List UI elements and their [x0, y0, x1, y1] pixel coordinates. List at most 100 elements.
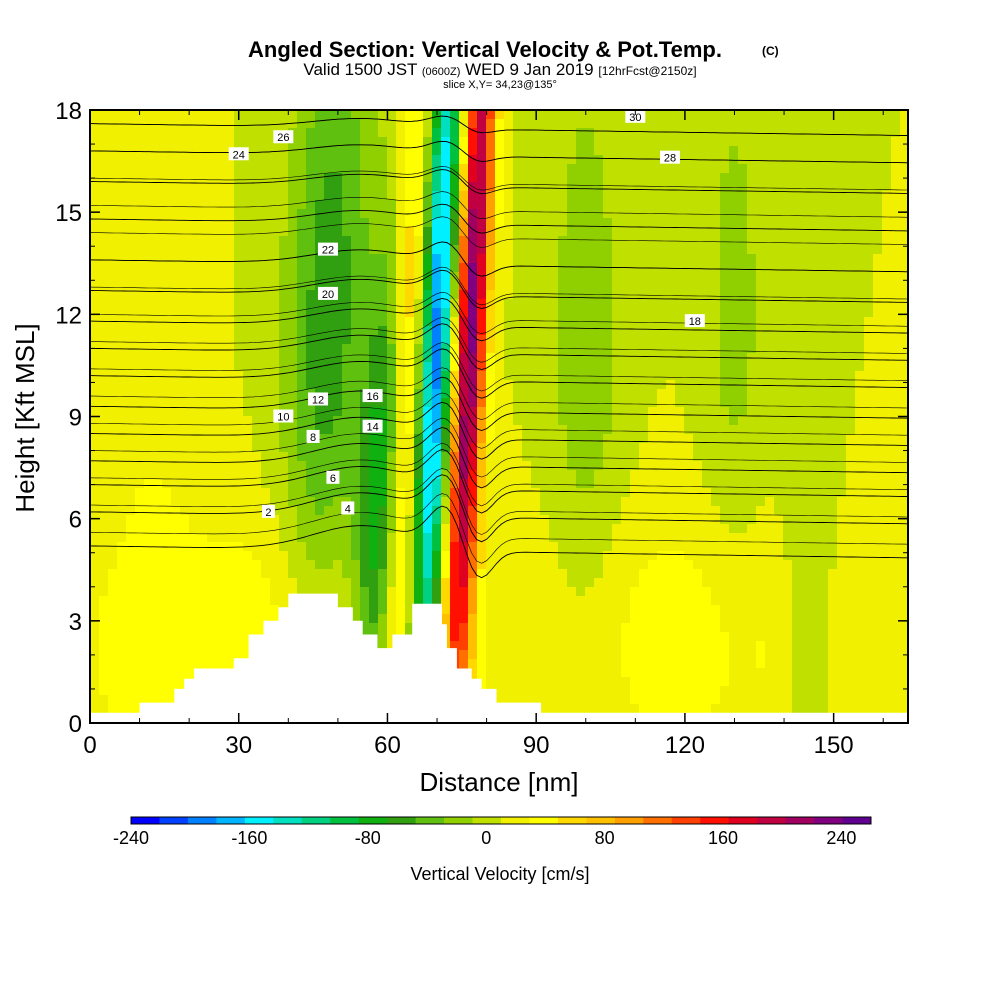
velocity-cell [333, 164, 343, 174]
velocity-cell [225, 317, 235, 327]
velocity-cell [162, 614, 172, 624]
velocity-cell [612, 335, 622, 345]
velocity-cell [504, 263, 514, 273]
velocity-cell [657, 416, 667, 426]
velocity-cell [639, 209, 649, 219]
velocity-cell [504, 533, 514, 543]
velocity-cell [315, 110, 325, 120]
velocity-cell [405, 254, 415, 264]
velocity-cell [108, 587, 118, 597]
velocity-cell [225, 290, 235, 300]
velocity-cell [639, 389, 649, 399]
velocity-cell [459, 524, 469, 534]
velocity-cell [378, 425, 388, 435]
velocity-cell [711, 272, 721, 282]
velocity-cell [540, 632, 550, 642]
velocity-cell [540, 281, 550, 291]
velocity-cell [207, 254, 217, 264]
velocity-cell [351, 542, 361, 552]
velocity-cell [189, 650, 199, 660]
velocity-cell [108, 623, 118, 633]
velocity-cell [648, 245, 658, 255]
velocity-cell [144, 569, 154, 579]
velocity-cell [414, 263, 424, 273]
velocity-cell [126, 623, 136, 633]
velocity-cell [459, 245, 469, 255]
velocity-cell [162, 497, 172, 507]
velocity-cell [135, 335, 145, 345]
velocity-cell [423, 209, 433, 219]
velocity-cell [162, 605, 172, 615]
velocity-cell [99, 587, 109, 597]
velocity-cell [558, 245, 568, 255]
velocity-cell [126, 182, 136, 192]
velocity-cell [216, 479, 226, 489]
velocity-cell [432, 506, 442, 516]
velocity-cell [171, 650, 181, 660]
velocity-cell [522, 416, 532, 426]
velocity-cell [162, 362, 172, 372]
velocity-cell [378, 380, 388, 390]
velocity-cell [414, 209, 424, 219]
velocity-cell [135, 425, 145, 435]
velocity-cell [180, 452, 190, 462]
velocity-cell [612, 677, 622, 687]
velocity-cell [459, 380, 469, 390]
velocity-cell [468, 650, 478, 660]
velocity-cell [342, 110, 352, 120]
velocity-cell [693, 272, 703, 282]
velocity-cell [711, 191, 721, 201]
velocity-cell [225, 371, 235, 381]
velocity-cell [432, 155, 442, 165]
velocity-cell [243, 569, 253, 579]
velocity-cell [135, 326, 145, 336]
velocity-cell [117, 389, 127, 399]
velocity-cell [342, 263, 352, 273]
velocity-cell [603, 605, 613, 615]
velocity-cell [198, 641, 208, 651]
velocity-cell [108, 236, 118, 246]
velocity-cell [729, 524, 739, 534]
velocity-cell [693, 425, 703, 435]
velocity-cell [459, 209, 469, 219]
velocity-cell [333, 146, 343, 156]
velocity-cell [657, 425, 667, 435]
velocity-cell [513, 362, 523, 372]
velocity-cell [702, 173, 712, 183]
velocity-cell [504, 614, 514, 624]
velocity-cell [522, 488, 532, 498]
velocity-cell [144, 452, 154, 462]
velocity-cell [306, 272, 316, 282]
velocity-cell [378, 569, 388, 579]
velocity-cell [198, 587, 208, 597]
velocity-cell [522, 227, 532, 237]
velocity-cell [585, 443, 595, 453]
velocity-cell [99, 155, 109, 165]
velocity-cell [585, 605, 595, 615]
velocity-cell [288, 173, 298, 183]
velocity-cell [243, 416, 253, 426]
velocity-cell [558, 407, 568, 417]
velocity-cell [126, 389, 136, 399]
velocity-cell [684, 218, 694, 228]
velocity-cell [171, 326, 181, 336]
velocity-cell [450, 488, 460, 498]
velocity-cell [477, 542, 487, 552]
velocity-cell [594, 659, 604, 669]
velocity-cell [594, 155, 604, 165]
velocity-cell [342, 479, 352, 489]
velocity-cell [648, 479, 658, 489]
velocity-cell [144, 425, 154, 435]
velocity-cell [531, 281, 541, 291]
velocity-cell [549, 263, 559, 273]
velocity-cell [99, 326, 109, 336]
velocity-cell [144, 299, 154, 309]
velocity-cell [117, 443, 127, 453]
velocity-cell [216, 596, 226, 606]
velocity-cell [369, 137, 379, 147]
velocity-cell [99, 461, 109, 471]
velocity-cell [513, 533, 523, 543]
velocity-cell [351, 218, 361, 228]
velocity-cell [234, 389, 244, 399]
velocity-cell [621, 335, 631, 345]
